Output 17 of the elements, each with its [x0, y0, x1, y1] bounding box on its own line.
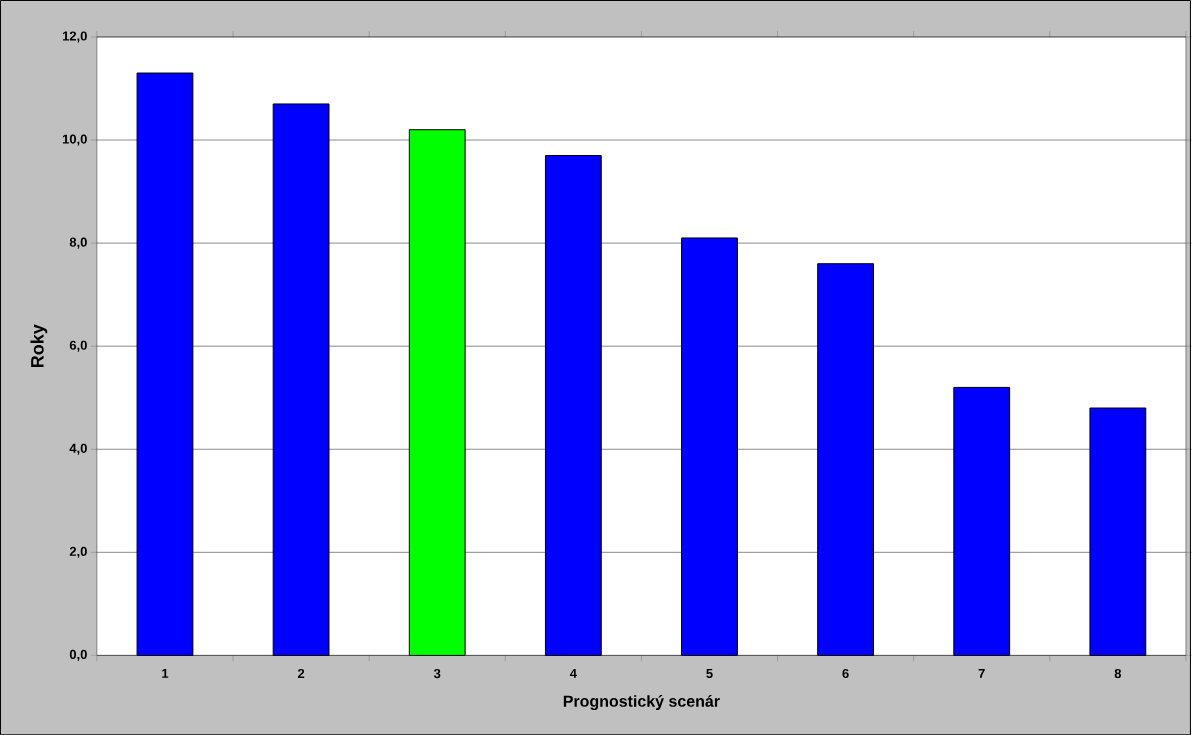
- x-tick-label: 7: [978, 668, 985, 678]
- x-tick-label: 3: [433, 668, 441, 678]
- y-axis-title: Roky: [30, 324, 48, 367]
- y-tick-label: 0,0: [69, 649, 87, 661]
- x-axis-title: Prognostický scenár: [563, 694, 720, 710]
- y-tick-label: 2,0: [69, 546, 87, 558]
- y-tick-label: 12,0: [62, 31, 87, 43]
- x-tick-label: 1: [162, 668, 169, 678]
- x-tick-label: 5: [706, 668, 713, 678]
- x-tick-label: 2: [297, 668, 305, 678]
- y-tick-label: 8,0: [69, 237, 87, 249]
- y-tick-label: 10,0: [62, 134, 87, 146]
- y-tick-label: 4,0: [69, 443, 87, 455]
- y-tick-label: 6,0: [69, 340, 87, 352]
- x-tick-label: 8: [1114, 668, 1122, 678]
- x-tick-label: 6: [842, 668, 849, 678]
- x-tick-label: 4: [569, 668, 577, 678]
